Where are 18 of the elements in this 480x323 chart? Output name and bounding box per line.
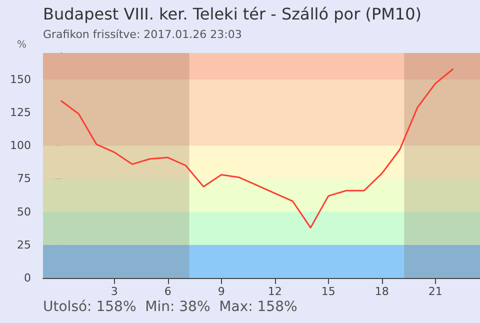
- x-tick-label: 12: [268, 285, 282, 298]
- chart-subtitle: Grafikon frissítve: 2017.01.26 23:03: [43, 28, 242, 41]
- y-tick-label: 100: [10, 139, 31, 152]
- x-tick-label: 9: [218, 285, 225, 298]
- x-tick-label: 18: [374, 285, 389, 298]
- y-tick-label: 50: [17, 205, 31, 218]
- x-tick-label: 15: [321, 285, 336, 298]
- y-tick-label: 125: [10, 106, 31, 120]
- y-tick-label: 150: [10, 72, 31, 86]
- x-tick-label: 3: [110, 285, 118, 298]
- x-tick-label: 21: [428, 285, 442, 298]
- x-tick-label: 6: [164, 285, 172, 298]
- text: Utolsó: 158% Min: 38% Max: 158%: [43, 299, 298, 315]
- y-tick-label: 0: [24, 272, 31, 284]
- y-axis-title: %: [17, 40, 27, 50]
- chart-title: Budapest VIII. ker. Teleki tér - Szálló por (PM10): [43, 4, 422, 24]
- y-tick-label: 75: [17, 172, 31, 186]
- y-tick-label: 25: [17, 238, 31, 252]
